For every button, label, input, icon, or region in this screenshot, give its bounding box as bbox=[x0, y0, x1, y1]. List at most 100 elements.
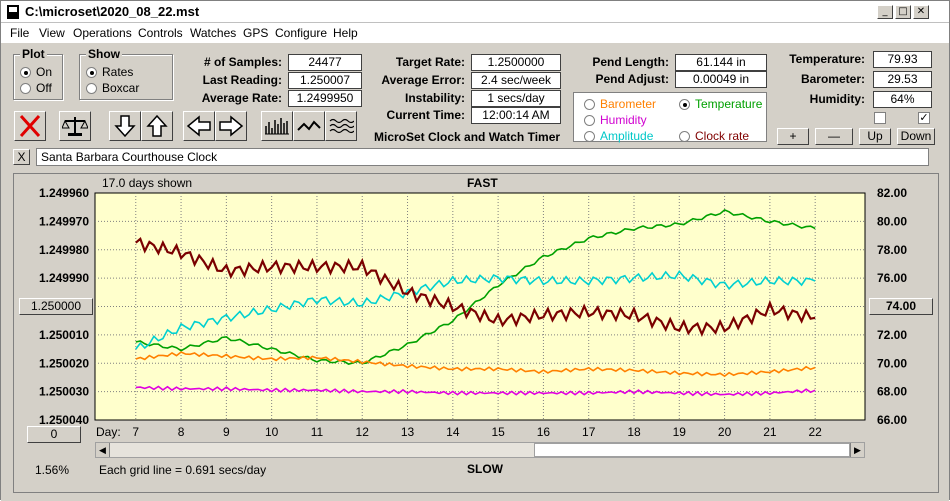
rate-center-button[interactable]: 1.250000 bbox=[19, 298, 93, 315]
x-tick-label: 7 bbox=[132, 425, 139, 439]
temperature-label: Temperature: bbox=[789, 52, 865, 66]
minimize-button[interactable]: _ bbox=[877, 5, 893, 19]
temperature-value: 79.93 bbox=[873, 51, 932, 68]
x-tick-label: 16 bbox=[537, 425, 551, 439]
radio-selected-icon bbox=[20, 67, 31, 78]
show-boxcar-label: Boxcar bbox=[102, 81, 140, 95]
x-tick-label: 17 bbox=[582, 425, 596, 439]
legend-amplitude-radio[interactable]: Amplitude bbox=[584, 129, 653, 143]
x-tick-label: 18 bbox=[627, 425, 641, 439]
temperature-center-button[interactable]: 74.00 bbox=[869, 298, 933, 315]
scroll-left-icon[interactable]: ◀ bbox=[96, 443, 110, 457]
clock-name-field[interactable]: Santa Barbara Courthouse Clock bbox=[36, 148, 929, 166]
target-rate-value: 1.2500000 bbox=[471, 54, 561, 71]
y-right-tick-label: 68.00 bbox=[877, 385, 907, 399]
show-group: Show Rates Boxcar bbox=[79, 47, 173, 100]
pend-length-value: 61.144 in bbox=[675, 54, 767, 71]
app-icon bbox=[7, 5, 19, 19]
sensor-legend: Barometer Temperature Humidity Clock rat… bbox=[573, 92, 767, 143]
show-rates-radio[interactable]: Rates bbox=[86, 65, 133, 79]
menu-configure[interactable]: Configure bbox=[275, 26, 328, 40]
pend-adjust-label: Pend Adjust: bbox=[595, 72, 669, 86]
legend-temperature-radio[interactable]: Temperature bbox=[679, 97, 762, 111]
y-left-tick-label: 1.250030 bbox=[39, 385, 89, 399]
plot-on-radio[interactable]: On bbox=[20, 65, 52, 79]
average-error-value: 2.4 sec/week bbox=[471, 72, 561, 89]
stop-button[interactable] bbox=[14, 111, 46, 141]
radio-icon bbox=[584, 131, 595, 142]
menu-operations[interactable]: Operations bbox=[73, 26, 132, 40]
plot-off-radio[interactable]: Off bbox=[20, 81, 52, 95]
percent-label: 1.56% bbox=[35, 463, 70, 477]
average-rate-label: Average Rate: bbox=[201, 91, 282, 105]
radio-icon bbox=[20, 83, 31, 94]
wave-view-button[interactable] bbox=[325, 111, 357, 141]
y-left-tick-label: 1.249970 bbox=[39, 214, 89, 228]
barometer-label: Barometer: bbox=[800, 72, 865, 86]
menu-help[interactable]: Help bbox=[333, 26, 358, 40]
minus-button[interactable]: — bbox=[815, 128, 853, 145]
y-right-tick-label: 80.00 bbox=[877, 214, 907, 228]
x-tick-label: 13 bbox=[401, 425, 415, 439]
scroll-thumb[interactable] bbox=[534, 443, 850, 457]
down-button[interactable]: Down bbox=[897, 128, 935, 145]
samples-label: # of Samples: bbox=[203, 55, 282, 69]
arrow-left-button[interactable] bbox=[183, 111, 215, 141]
clear-clock-button[interactable]: X bbox=[13, 149, 30, 165]
bars-view-button[interactable] bbox=[261, 111, 293, 141]
title-bar: C:\microset\2020_08_22.mst _ □ ✕ bbox=[1, 1, 949, 23]
legend-barometer-radio[interactable]: Barometer bbox=[584, 97, 656, 111]
timer-title: MicroSet Clock and Watch Timer bbox=[374, 130, 561, 144]
menu-gps[interactable]: GPS bbox=[243, 26, 269, 40]
target-rate-label: Target Rate: bbox=[395, 55, 465, 69]
up-button[interactable]: Up bbox=[859, 128, 891, 145]
window-title: C:\microset\2020_08_22.mst bbox=[25, 4, 200, 19]
x-tick-label: 19 bbox=[673, 425, 687, 439]
grid-note-label: Each grid line = 0.691 secs/day bbox=[99, 463, 267, 477]
menu-watches[interactable]: Watches bbox=[190, 26, 237, 40]
chart-frame bbox=[13, 173, 939, 493]
legend-clockrate-radio[interactable]: Clock rate bbox=[679, 129, 749, 143]
legend-barometer-label: Barometer bbox=[600, 97, 657, 111]
arrow-down-button[interactable] bbox=[109, 111, 141, 141]
x-tick-label: 15 bbox=[491, 425, 505, 439]
scroll-right-icon[interactable]: ▶ bbox=[850, 443, 864, 457]
legend-clockrate-label: Clock rate bbox=[695, 129, 750, 143]
x-axis: 7 8 9 10 11 12 13 14 15 16 17 18 19 20 21 22 bbox=[132, 425, 822, 439]
series-group bbox=[135, 208, 816, 397]
show-boxcar-radio[interactable]: Boxcar bbox=[86, 81, 139, 95]
plot-group: Plot On Off bbox=[13, 47, 63, 100]
average-error-label: Average Error: bbox=[381, 73, 465, 87]
scale-button[interactable] bbox=[59, 111, 91, 141]
x-tick-label: 20 bbox=[718, 425, 732, 439]
checkbox-1[interactable] bbox=[874, 112, 886, 124]
maximize-button[interactable]: □ bbox=[895, 5, 911, 19]
y-right-tick-label: 70.00 bbox=[877, 356, 907, 370]
show-rates-label: Rates bbox=[102, 65, 134, 79]
menu-controls[interactable]: Controls bbox=[138, 26, 183, 40]
y-left-tick-label: 1.249990 bbox=[39, 271, 89, 285]
horizontal-scrollbar[interactable]: ◀ ▶ bbox=[95, 442, 865, 458]
checkbox-2[interactable]: ✓ bbox=[918, 112, 930, 124]
plot-on-label: On bbox=[36, 65, 53, 79]
instability-label: Instability: bbox=[404, 91, 465, 105]
y-left-tick-label: 1.250020 bbox=[39, 356, 89, 370]
arrow-up-button[interactable] bbox=[141, 111, 173, 141]
menu-file[interactable]: File bbox=[10, 26, 30, 40]
zero-button[interactable]: 0 bbox=[27, 426, 81, 443]
legend-amplitude-label: Amplitude bbox=[600, 129, 654, 143]
legend-humidity-radio[interactable]: Humidity bbox=[584, 113, 647, 127]
last-reading-label: Last Reading: bbox=[202, 73, 282, 87]
series-line bbox=[135, 237, 816, 338]
x-tick-label: 12 bbox=[356, 425, 370, 439]
line-view-button[interactable] bbox=[293, 111, 325, 141]
arrow-right-button[interactable] bbox=[215, 111, 247, 141]
plus-button[interactable]: + bbox=[777, 128, 809, 145]
arrow-left-icon bbox=[186, 115, 211, 137]
close-window-button[interactable]: ✕ bbox=[913, 5, 929, 19]
menu-view[interactable]: View bbox=[39, 26, 65, 40]
y-left-tick-label: 1.249960 bbox=[39, 186, 89, 200]
series-line bbox=[135, 208, 816, 365]
radio-icon bbox=[86, 83, 97, 94]
